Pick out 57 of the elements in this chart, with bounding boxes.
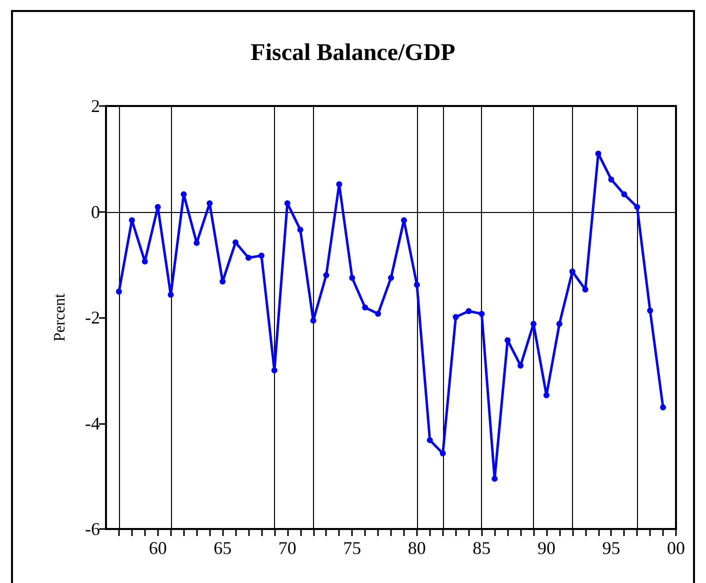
point (595, 150, 602, 157)
point (375, 310, 382, 317)
point (116, 288, 122, 295)
point (323, 272, 330, 278)
point (258, 252, 264, 259)
y-tick-label: 2 (91, 96, 100, 116)
point (466, 308, 472, 314)
point (284, 200, 290, 206)
point (634, 204, 640, 210)
point (400, 217, 407, 224)
x-tick-label: 80 (408, 538, 426, 558)
y-tick-label: -6 (85, 519, 100, 539)
point (297, 226, 304, 233)
point (530, 320, 536, 327)
point (478, 310, 485, 317)
point (349, 274, 356, 281)
x-tick-label: 85 (472, 538, 491, 558)
point (582, 286, 588, 292)
y-axis-title: Percent (52, 292, 68, 342)
point (556, 320, 562, 327)
point (180, 191, 187, 198)
point (220, 278, 226, 285)
x-tick-label: 65 (214, 538, 232, 558)
point (168, 292, 174, 298)
x-tick-label: 75 (343, 538, 362, 558)
point (246, 254, 252, 261)
point (388, 274, 394, 281)
point (608, 176, 614, 182)
point (336, 181, 342, 188)
y-tick-label: -2 (85, 308, 100, 328)
point (647, 308, 654, 314)
point (232, 239, 239, 246)
point (154, 204, 161, 210)
chart-title: Fiscal Balance/GDP (250, 40, 456, 66)
y-tick-label: 0 (91, 202, 100, 222)
point (569, 268, 576, 274)
point (504, 337, 511, 344)
y-tick-label: -4 (85, 413, 100, 434)
point (440, 450, 446, 456)
point (518, 362, 524, 369)
x-tick-label: 95 (602, 538, 620, 558)
point (206, 200, 213, 206)
x-tick-label: 60 (148, 538, 167, 558)
point (452, 314, 459, 320)
point (492, 476, 498, 482)
point (271, 367, 278, 374)
point (621, 191, 628, 198)
point (543, 392, 550, 398)
x-tick-label: 00 (667, 538, 685, 558)
point (660, 404, 666, 410)
point (128, 217, 135, 224)
point (362, 304, 368, 310)
point (310, 318, 316, 324)
x-tick-label: 90 (537, 538, 556, 558)
point (426, 437, 433, 444)
point (414, 282, 420, 288)
x-tick-label: 70 (278, 538, 296, 558)
